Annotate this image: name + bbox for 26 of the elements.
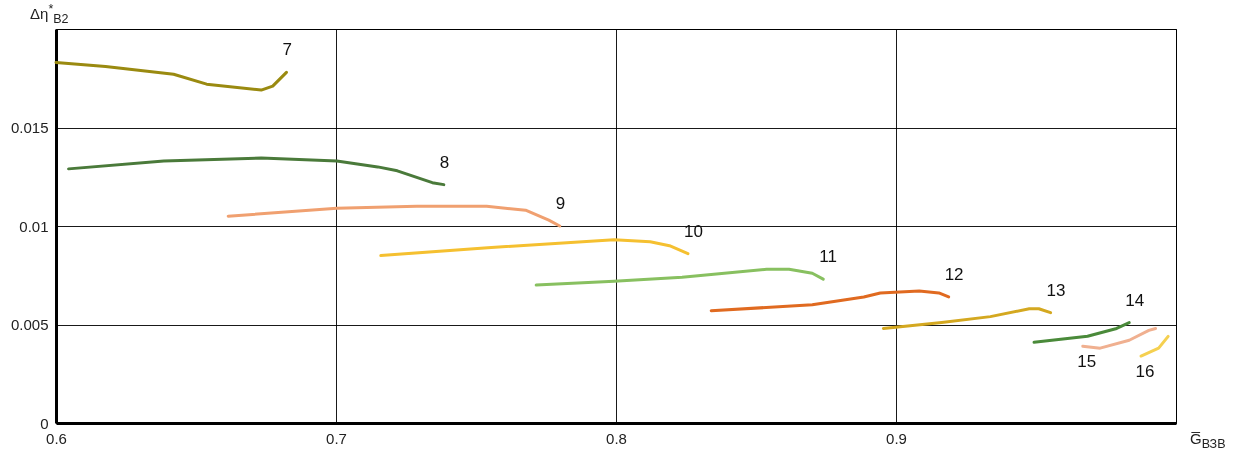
x-tick-label: 0.6	[46, 429, 67, 447]
series-label: 16	[1135, 362, 1155, 382]
series-label: 8	[439, 152, 450, 172]
series-label: 13	[1046, 280, 1066, 300]
series-label: 9	[555, 194, 566, 213]
x-tick-label: 0.9	[886, 429, 907, 447]
line-series	[534, 267, 825, 287]
line-series	[709, 289, 951, 313]
y-tick-label: 0.005	[10, 316, 49, 333]
y-tick-label: 0.01	[19, 217, 49, 235]
y-tick-label: 0	[40, 414, 49, 432]
series-label: 7	[282, 40, 292, 60]
series-label: 14	[1125, 290, 1145, 310]
series-label: 10	[683, 221, 703, 241]
line-series	[881, 307, 1053, 330]
line-series	[1081, 326, 1158, 350]
line-series	[379, 238, 690, 258]
series-label: 11	[819, 247, 837, 267]
line-series	[54, 60, 288, 92]
x-tick-label: 0.7	[326, 429, 347, 447]
line-series	[1032, 321, 1131, 344]
series-label: 15	[1077, 352, 1097, 372]
x-axis-title: G̅$_{ВЗВ}$	[1190, 430, 1226, 451]
x-tick-label: 0.8	[606, 429, 627, 447]
y-tick-label: 0.015	[10, 119, 49, 136]
series-label: 12	[944, 264, 964, 284]
